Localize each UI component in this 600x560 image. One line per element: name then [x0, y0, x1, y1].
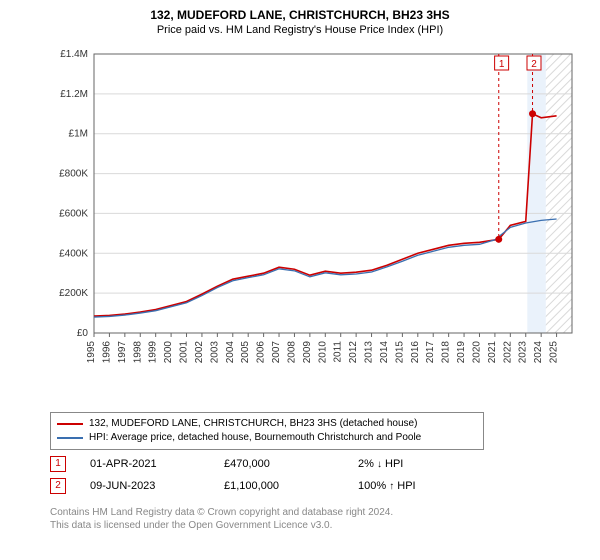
- up-arrow-icon: ↑: [389, 481, 394, 492]
- event-pct: 100% ↑ HPI: [358, 480, 416, 492]
- svg-text:2009: 2009: [302, 341, 313, 364]
- event-row: 1 01-APR-2021 £470,000 2% ↓ HPI: [50, 456, 416, 472]
- svg-text:2013: 2013: [364, 341, 375, 364]
- svg-text:2012: 2012: [348, 341, 359, 364]
- event-table: 1 01-APR-2021 £470,000 2% ↓ HPI 2 09-JUN…: [50, 456, 416, 500]
- legend-swatch: [57, 437, 83, 439]
- svg-text:2002: 2002: [194, 341, 205, 364]
- svg-text:1995: 1995: [86, 341, 97, 364]
- chart-subtitle: Price paid vs. HM Land Registry's House …: [0, 22, 600, 40]
- svg-text:£200K: £200K: [59, 288, 88, 299]
- svg-text:2004: 2004: [225, 341, 236, 364]
- svg-text:£1.4M: £1.4M: [60, 49, 88, 60]
- svg-text:2005: 2005: [240, 341, 251, 364]
- footer-attribution: Contains HM Land Registry data © Crown c…: [50, 506, 393, 532]
- svg-text:1996: 1996: [101, 341, 112, 364]
- legend-item: HPI: Average price, detached house, Bour…: [57, 431, 477, 445]
- svg-text:2019: 2019: [456, 341, 467, 364]
- svg-text:2018: 2018: [441, 341, 452, 364]
- svg-text:2010: 2010: [317, 341, 328, 364]
- event-price: £1,100,000: [224, 480, 334, 492]
- svg-text:2023: 2023: [518, 341, 529, 364]
- event-marker-icon: 1: [50, 456, 66, 472]
- event-date: 01-APR-2021: [90, 458, 200, 470]
- svg-text:2007: 2007: [271, 341, 282, 364]
- svg-text:2000: 2000: [163, 341, 174, 364]
- svg-text:2016: 2016: [410, 341, 421, 364]
- svg-text:2022: 2022: [502, 341, 513, 364]
- svg-text:2020: 2020: [471, 341, 482, 364]
- svg-text:2001: 2001: [179, 341, 190, 364]
- svg-text:2021: 2021: [487, 341, 498, 364]
- chart-title: 132, MUDEFORD LANE, CHRISTCHURCH, BH23 3…: [0, 0, 600, 22]
- svg-text:£800K: £800K: [59, 169, 88, 180]
- svg-text:2006: 2006: [256, 341, 267, 364]
- svg-text:2025: 2025: [549, 341, 560, 364]
- svg-text:1: 1: [499, 59, 505, 70]
- event-row: 2 09-JUN-2023 £1,100,000 100% ↑ HPI: [50, 478, 416, 494]
- event-pct: 2% ↓ HPI: [358, 458, 403, 470]
- svg-text:2003: 2003: [209, 341, 220, 364]
- svg-text:1997: 1997: [117, 341, 128, 364]
- event-price: £470,000: [224, 458, 334, 470]
- chart-legend: 132, MUDEFORD LANE, CHRISTCHURCH, BH23 3…: [50, 412, 484, 450]
- svg-text:2015: 2015: [394, 341, 405, 364]
- svg-text:£600K: £600K: [59, 208, 88, 219]
- event-date: 09-JUN-2023: [90, 480, 200, 492]
- svg-text:1999: 1999: [148, 341, 159, 364]
- footer-line: This data is licensed under the Open Gov…: [50, 519, 393, 532]
- svg-text:£400K: £400K: [59, 248, 88, 259]
- svg-text:2014: 2014: [379, 341, 390, 364]
- footer-line: Contains HM Land Registry data © Crown c…: [50, 506, 393, 519]
- svg-text:£1M: £1M: [69, 129, 88, 140]
- svg-text:£0: £0: [77, 328, 89, 339]
- legend-swatch: [57, 423, 83, 425]
- svg-text:2008: 2008: [286, 341, 297, 364]
- svg-text:2: 2: [531, 59, 537, 70]
- svg-text:1998: 1998: [132, 341, 143, 364]
- svg-text:2024: 2024: [533, 341, 544, 364]
- event-marker-icon: 2: [50, 478, 66, 494]
- legend-label: HPI: Average price, detached house, Bour…: [89, 431, 421, 445]
- legend-label: 132, MUDEFORD LANE, CHRISTCHURCH, BH23 3…: [89, 417, 417, 431]
- svg-text:£1.2M: £1.2M: [60, 89, 88, 100]
- legend-item: 132, MUDEFORD LANE, CHRISTCHURCH, BH23 3…: [57, 417, 477, 431]
- line-chart: £0 £200K £400K £600K £800K £1M £1.2M £1.4M 1995 1…: [50, 48, 580, 373]
- svg-text:2011: 2011: [333, 341, 344, 363]
- svg-text:2017: 2017: [425, 341, 436, 364]
- down-arrow-icon: ↓: [377, 459, 382, 470]
